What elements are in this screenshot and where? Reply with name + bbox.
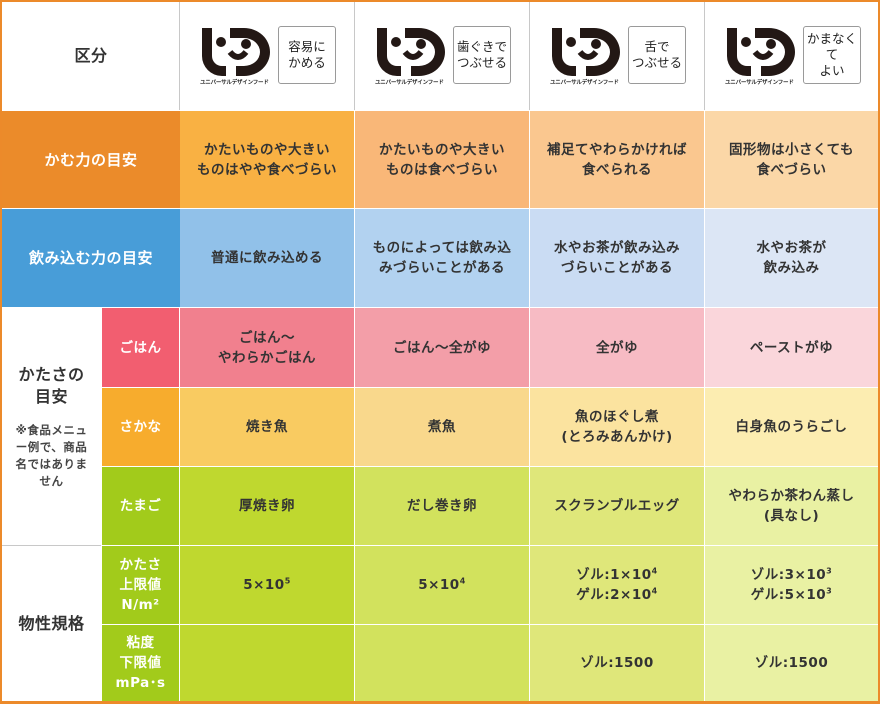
chewing-cell: かたいものや大きい ものはやや食べづらい bbox=[180, 111, 354, 208]
hardness-sublabel: たまご bbox=[102, 467, 179, 545]
hardness-cell: 魚のほぐし煮 (とろみあんかけ) bbox=[530, 388, 704, 466]
physical-value-line: ゾル:3×103 bbox=[750, 566, 833, 583]
hardness-cell: ごはん〜全がゆ bbox=[355, 308, 529, 387]
physical-cell: 5×104 bbox=[355, 546, 529, 624]
ud-caption: ユニバーサルデザインフード bbox=[550, 80, 619, 86]
physical-cell bbox=[180, 625, 354, 701]
hardness-sublabel: さかな bbox=[102, 388, 179, 466]
ud-mark-icon: ユニバーサルデザインフード bbox=[375, 26, 447, 88]
header-divider bbox=[529, 2, 530, 110]
header-label: 区分 bbox=[74, 46, 108, 65]
physical-cell: ゾル:3×103 ゲル:5×103 bbox=[705, 546, 878, 624]
hardness-cell: やわらか茶わん蒸し (具なし) bbox=[705, 467, 878, 545]
row-label-chewing: かむ力の目安 bbox=[2, 111, 180, 208]
hardness-cell: 厚焼き卵 bbox=[180, 467, 354, 545]
swallowing-cell: 水やお茶が 飲み込み bbox=[705, 209, 878, 307]
hardness-cell: ペーストがゆ bbox=[705, 308, 878, 387]
ud-category-label: 歯ぐきで つぶせる bbox=[453, 26, 511, 84]
swallowing-cell: 普通に飲み込める bbox=[180, 209, 354, 307]
header-divider bbox=[704, 2, 705, 110]
header-divider bbox=[354, 2, 355, 110]
ud-mark-icon: ユニバーサルデザインフード bbox=[725, 26, 797, 88]
ud-mark-icon: ユニバーサルデザインフード bbox=[200, 26, 272, 88]
physical-cell: ゾル:1×104 ゲル:2×104 bbox=[530, 546, 704, 624]
ud-caption: ユニバーサルデザインフード bbox=[375, 80, 444, 86]
physical-value-line: ゲル:5×103 bbox=[750, 586, 833, 603]
ud-mark-icon: ユニバーサルデザインフード bbox=[550, 26, 622, 88]
ud-logo: ユニバーサルデザインフード 容易に かめる bbox=[200, 26, 336, 88]
ud-category-label: かまなくて よい bbox=[803, 26, 861, 84]
physical-sublabel: かたさ 上限値 N/m² bbox=[102, 546, 179, 624]
header-divider bbox=[179, 2, 180, 110]
swallowing-cell: 水やお茶が飲み込み づらいことがある bbox=[530, 209, 704, 307]
chewing-cell: 補足てやわらかければ 食べられる bbox=[530, 111, 704, 208]
hardness-cell: ごはん〜 やわらかごはん bbox=[180, 308, 354, 387]
physical-cell: ゾル:1500 bbox=[530, 625, 704, 701]
physical-cell: 5×105 bbox=[180, 546, 354, 624]
hardness-cell: 白身魚のうらごし bbox=[705, 388, 878, 466]
row-label-swallowing: 飲み込む力の目安 bbox=[2, 209, 180, 307]
physical-sublabel: 粘度 下限値 mPa･s bbox=[102, 625, 179, 701]
hardness-cell: だし巻き卵 bbox=[355, 467, 529, 545]
hardness-note: ※食品メニュ ー例で、商品 名ではありま せん bbox=[15, 422, 88, 488]
group-label-physical: 物性規格 bbox=[2, 546, 101, 701]
ud-logo: ユニバーサルデザインフード 歯ぐきで つぶせる bbox=[375, 26, 511, 88]
chewing-cell: かたいものや大きい ものは食べづらい bbox=[355, 111, 529, 208]
physical-value-line: ゲル:2×104 bbox=[576, 586, 658, 603]
ud-logo: ユニバーサルデザインフード 舌で つぶせる bbox=[550, 26, 686, 88]
hardness-sublabel: ごはん bbox=[102, 308, 179, 387]
chewing-cell: 固形物は小さくても 食べづらい bbox=[705, 111, 878, 208]
hardness-cell: スクランブルエッグ bbox=[530, 467, 704, 545]
physical-value-line: ゾル:1×104 bbox=[576, 566, 658, 583]
ud-category-label: 舌で つぶせる bbox=[628, 26, 686, 84]
swallowing-cell: ものによっては飲み込 みづらいことがある bbox=[355, 209, 529, 307]
hardness-cell: 焼き魚 bbox=[180, 388, 354, 466]
physical-cell bbox=[355, 625, 529, 701]
ud-category-label: 容易に かめる bbox=[278, 26, 336, 84]
physical-value-line: 5×104 bbox=[418, 576, 466, 593]
ud-logo: ユニバーサルデザインフード かまなくて よい bbox=[725, 26, 861, 88]
physical-cell: ゾル:1500 bbox=[705, 625, 878, 701]
ud-caption: ユニバーサルデザインフード bbox=[200, 80, 269, 86]
hardness-title: かたさの 目安 bbox=[18, 364, 85, 406]
ud-caption: ユニバーサルデザインフード bbox=[725, 80, 794, 86]
hardness-cell: 全がゆ bbox=[530, 308, 704, 387]
physical-value-line: 5×105 bbox=[243, 576, 291, 593]
group-label-hardness: かたさの 目安 ※食品メニュ ー例で、商品 名ではありま せん bbox=[2, 308, 101, 545]
hardness-cell: 煮魚 bbox=[355, 388, 529, 466]
group-divider bbox=[2, 545, 101, 546]
